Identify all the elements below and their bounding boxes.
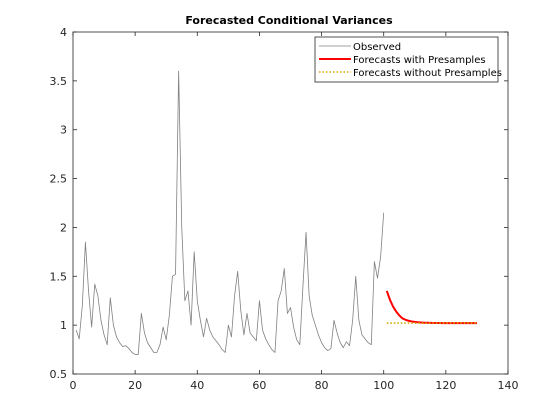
- y-tick-label: 3: [60, 124, 67, 137]
- y-tick-label: 2.5: [50, 173, 68, 186]
- legend-label-forecasts-with-presamples: Forecasts with Presamples: [353, 55, 486, 66]
- plot-area: [72, 31, 509, 375]
- y-tick-label: 3.5: [50, 75, 68, 88]
- series-line-forecasts-with-presamples: [385, 290, 477, 325]
- x-tick-label: 80: [315, 379, 329, 392]
- x-axis: 0 20 40 60 80 100 120 140: [70, 32, 519, 392]
- chart-title: Forecasted Conditional Variances: [185, 14, 393, 27]
- legend-label-observed: Observed: [353, 42, 401, 53]
- y-axis: 0.5 1 1.5 2 2.5 3 3.5 4: [50, 26, 508, 381]
- x-tick-label: 60: [252, 379, 266, 392]
- legend-label-forecasts-without-presamples: Forecasts without Presamples: [353, 68, 502, 79]
- x-tick-label: 100: [373, 379, 394, 392]
- x-tick-label: 20: [128, 379, 142, 392]
- x-tick-label: 140: [498, 379, 519, 392]
- series-layer: [75, 70, 477, 355]
- y-tick-label: 0.5: [50, 368, 68, 381]
- x-tick-label: 0: [70, 379, 77, 392]
- y-tick-label: 4: [60, 26, 67, 39]
- y-tick-label: 1: [60, 319, 67, 332]
- series-line-observed: [75, 70, 385, 355]
- x-tick-label: 40: [190, 379, 204, 392]
- y-tick-label: 2: [60, 221, 67, 234]
- legend: Observed Forecasts with Presamples Forec…: [314, 36, 502, 83]
- x-tick-label: 120: [435, 379, 456, 392]
- y-tick-label: 1.5: [50, 270, 68, 283]
